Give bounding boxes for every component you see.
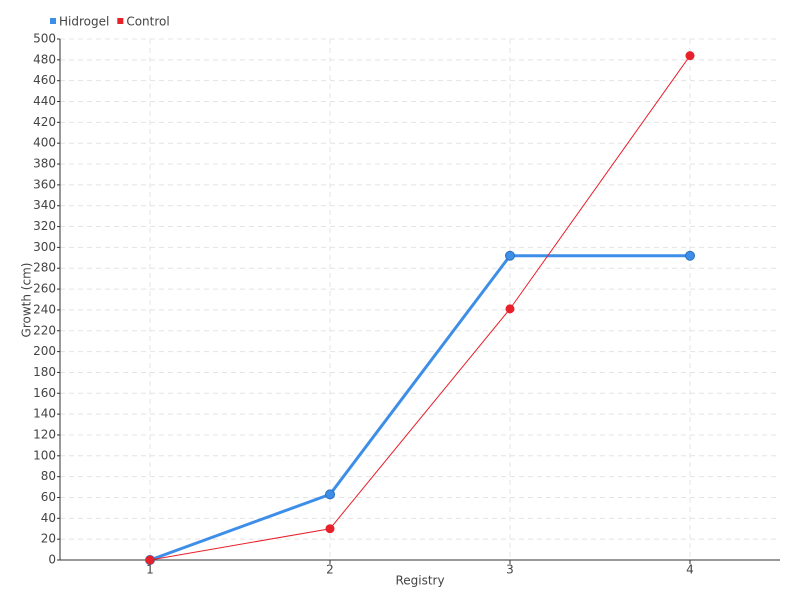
y-tick-label: 460 <box>33 73 56 87</box>
y-tick-label: 400 <box>33 136 56 150</box>
y-tick-label: 280 <box>33 261 56 275</box>
y-tick-label: 80 <box>41 469 56 483</box>
x-tick-label: 3 <box>506 563 514 577</box>
data-point <box>325 489 335 500</box>
x-tick-label: 1 <box>146 563 154 577</box>
y-tick-label: 340 <box>33 198 56 212</box>
data-point <box>505 304 515 314</box>
y-tick-label: 200 <box>33 344 56 358</box>
y-tick-label: 240 <box>33 302 56 316</box>
legend-label: Hidrogel <box>59 15 109 29</box>
series-line <box>149 254 690 562</box>
x-axis-label: Registry <box>395 574 444 588</box>
legend-label: Control <box>126 15 169 29</box>
legend-swatch <box>117 18 124 24</box>
y-tick-label: 180 <box>33 365 56 379</box>
x-tick-label: 4 <box>686 563 694 577</box>
series-line <box>149 55 691 561</box>
y-tick-label: 60 <box>41 490 56 504</box>
y-tick-label: 0 <box>48 553 56 567</box>
data-point <box>505 250 515 261</box>
y-tick-label: 420 <box>33 115 56 129</box>
y-tick-label: 440 <box>33 94 56 108</box>
y-tick-label: 220 <box>33 323 56 337</box>
y-tick-label: 160 <box>33 386 56 400</box>
y-tick-label: 20 <box>41 532 56 546</box>
data-point <box>685 250 695 261</box>
y-tick-label: 320 <box>33 219 56 233</box>
legend-swatch <box>50 18 56 24</box>
y-tick-label: 360 <box>33 177 56 191</box>
y-tick-label: 120 <box>33 427 56 441</box>
y-tick-label: 260 <box>33 282 56 296</box>
y-tick-label: 40 <box>41 511 56 525</box>
y-axis-label: Growth (cm) <box>20 263 34 338</box>
y-tick-label: 100 <box>33 448 56 462</box>
data-point <box>325 524 335 534</box>
data-point <box>145 555 155 565</box>
x-tick-label: 2 <box>326 563 334 577</box>
y-tick-label: 140 <box>33 407 56 421</box>
y-tick-label: 300 <box>33 240 56 254</box>
y-tick-label: 500 <box>33 32 56 46</box>
y-tick-label: 380 <box>33 157 56 171</box>
data-point <box>685 51 695 61</box>
y-tick-label: 480 <box>33 52 56 66</box>
